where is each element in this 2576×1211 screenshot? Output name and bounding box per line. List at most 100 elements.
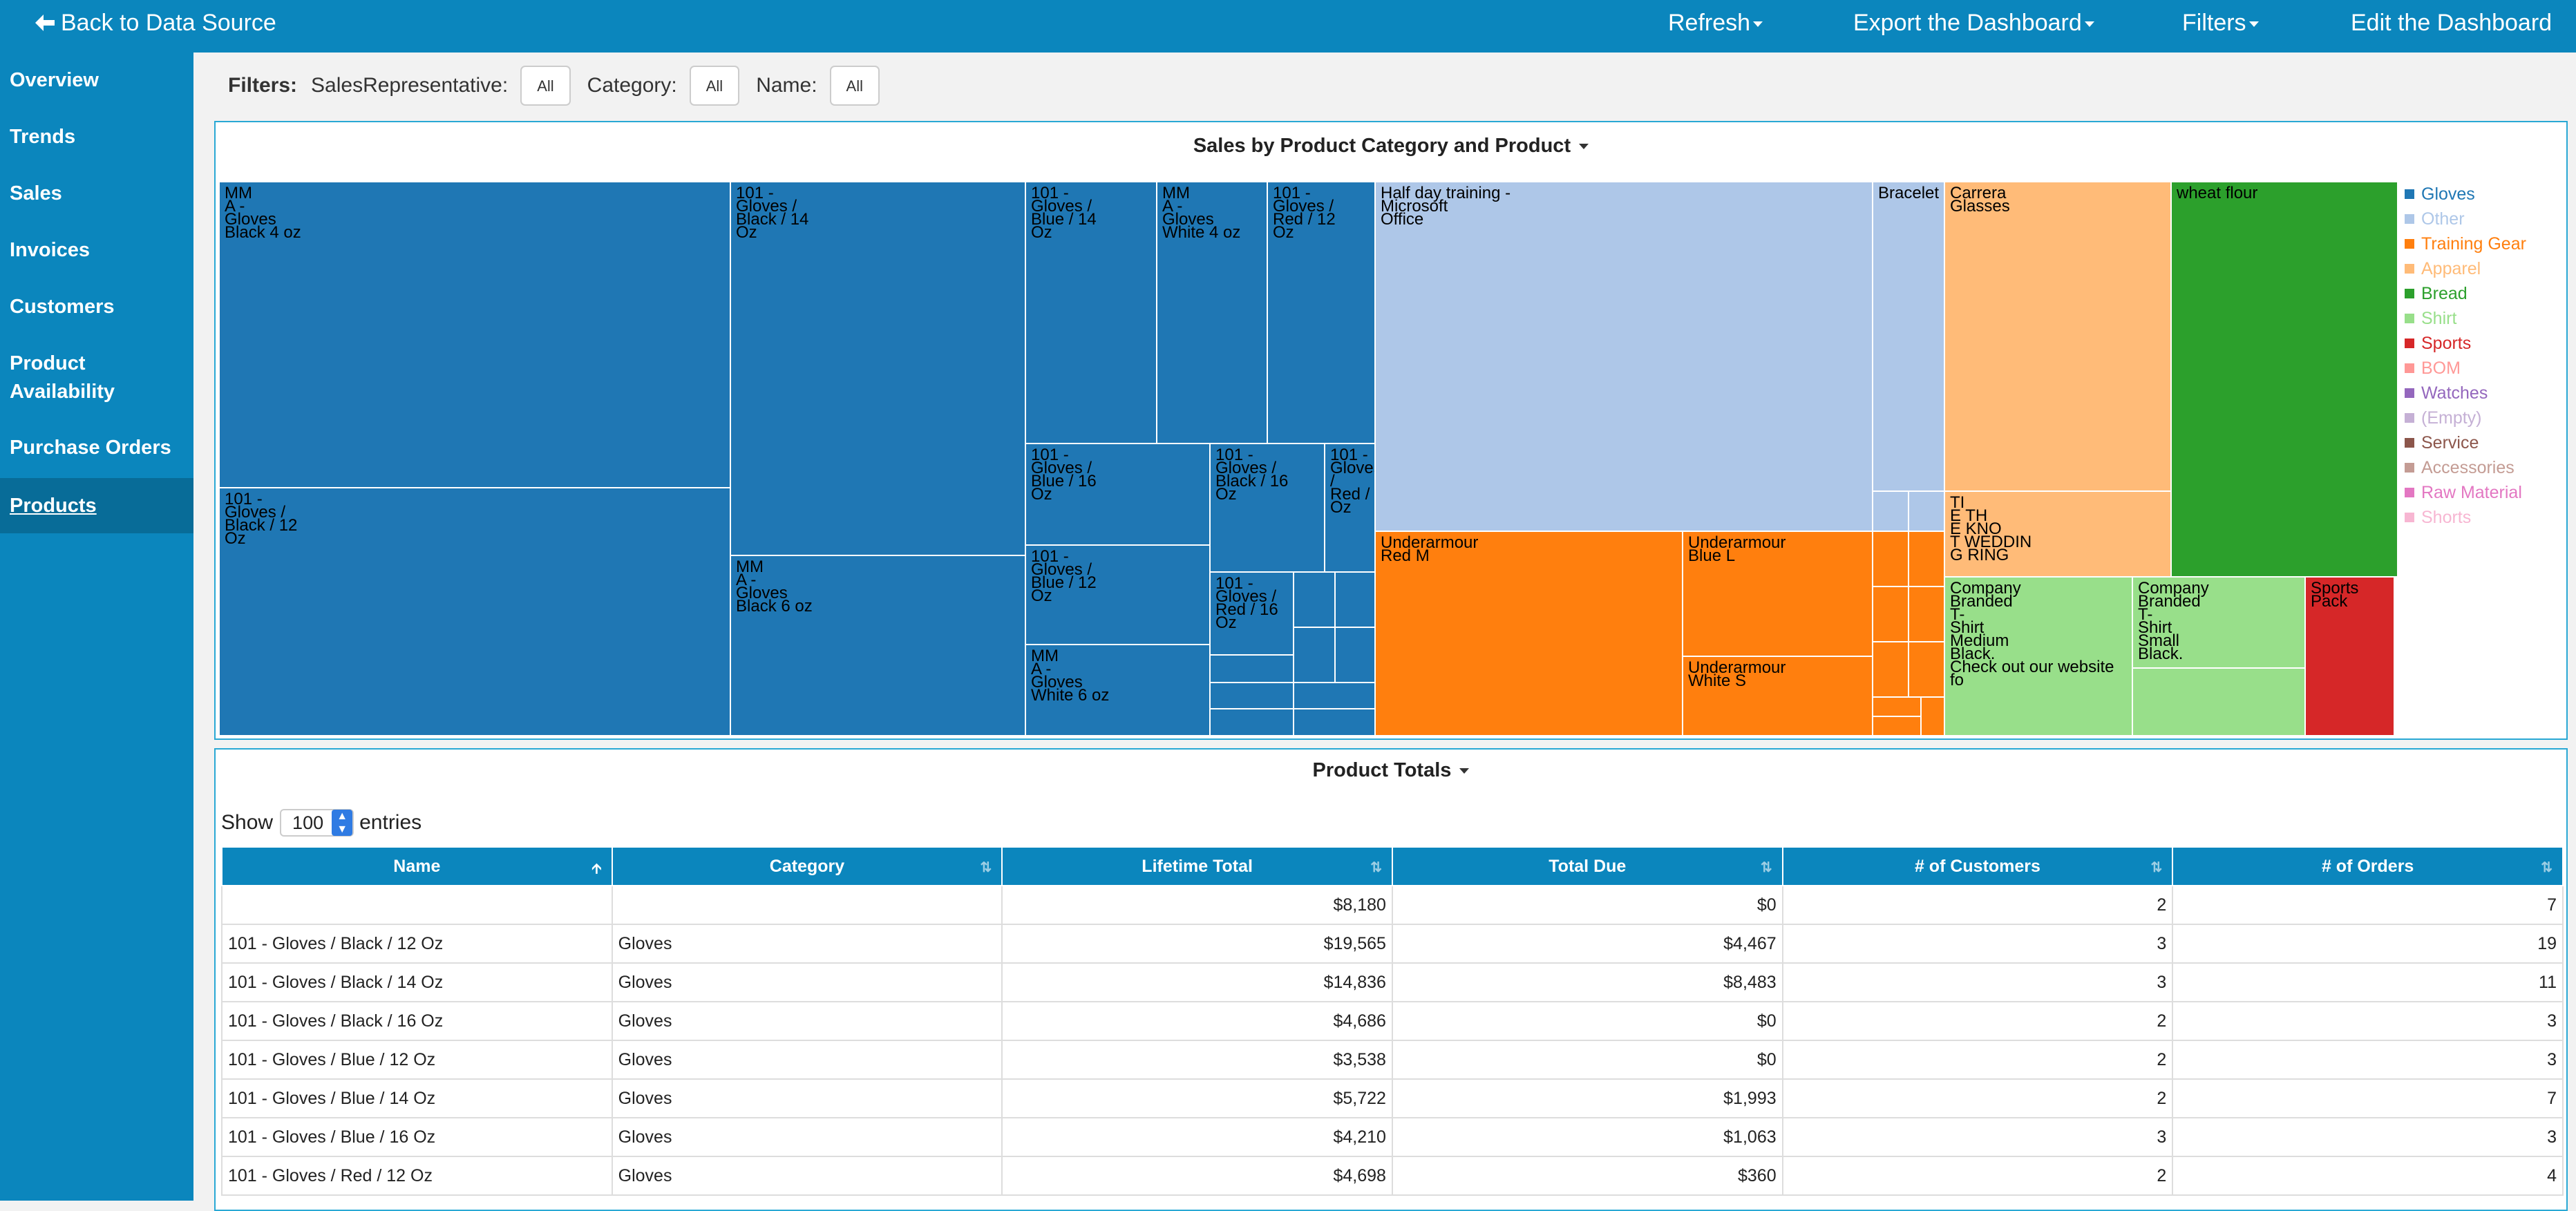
legend-item[interactable]: Gloves [2405, 182, 2526, 207]
treemap-cell[interactable]: Half day training - Microsoft Office [1375, 182, 1873, 531]
treemap-cell[interactable] [2132, 668, 2305, 736]
treemap-cell[interactable] [1873, 716, 1921, 736]
filter-name-button[interactable]: All [829, 66, 880, 106]
legend-item[interactable]: Bread [2405, 281, 2526, 306]
table-row[interactable]: 101 - Gloves / Blue / 16 Oz Gloves $4,210 $… [221, 1117, 2564, 1157]
table-row[interactable]: $8,180 $0 2 7 [221, 885, 2564, 925]
column-header-orders[interactable]: # of Orders ⇅ [2172, 846, 2564, 886]
column-header-total-due[interactable]: Total Due ⇅ [1391, 846, 1783, 886]
legend-item[interactable]: Apparel [2405, 256, 2526, 281]
legend-item[interactable]: Sports [2405, 331, 2526, 356]
treemap-cell[interactable]: MM A - Gloves Black 4 oz [219, 182, 730, 488]
treemap-cell[interactable]: Company Branded T- Shirt Small Black. [2132, 577, 2305, 668]
treemap-cell[interactable]: MM A - Gloves White 6 oz [1025, 645, 1210, 736]
treemap-cell[interactable] [1335, 627, 1375, 683]
legend-item[interactable]: BOM [2405, 356, 2526, 381]
sidebar-item-trends[interactable]: Trends [10, 126, 76, 148]
column-header-lifetime-total[interactable]: Lifetime Total ⇅ [1001, 846, 1393, 886]
treemap-cell[interactable] [1210, 709, 1294, 736]
sidebar-item-products[interactable]: Products [0, 478, 193, 533]
treemap-cell[interactable] [1909, 531, 1944, 587]
sidebar-item-purchase-orders[interactable]: Purchase Orders [10, 437, 171, 459]
treemap-cell[interactable]: Underarmour White S [1683, 656, 1873, 736]
treemap-cell[interactable] [1294, 627, 1335, 683]
legend-swatch [2405, 189, 2414, 199]
column-header-category[interactable]: Category ⇅ [611, 846, 1003, 886]
entries-select[interactable]: 100 ▲ ▼ [280, 809, 354, 837]
treemap-cell[interactable] [1909, 491, 1944, 531]
legend-item[interactable]: (Empty) [2405, 406, 2526, 430]
legend-item[interactable]: Raw Material [2405, 480, 2526, 505]
export-dashboard-menu[interactable]: Export the Dashboard [1853, 0, 2094, 53]
treemap-cell[interactable]: Sports Pack [2305, 577, 2394, 736]
legend-item[interactable]: Shorts [2405, 505, 2526, 530]
legend-item[interactable]: Watches [2405, 381, 2526, 406]
treemap-cell[interactable]: 101 - Gloves / Red / 12 Oz [1267, 182, 1375, 444]
treemap-cell[interactable]: 101 - Gloves / Black / 14 Oz [730, 182, 1025, 555]
legend-label: Watches [2421, 383, 2488, 403]
treemap-cell[interactable]: Underarmour Blue L [1683, 531, 1873, 656]
treemap-cell[interactable]: Underarmour Red M [1375, 531, 1683, 736]
treemap-cell[interactable]: TI E TH E KNO T WEDDIN G RING [1944, 491, 2171, 577]
sidebar-item-sales[interactable]: Sales [10, 182, 62, 204]
cell-total-due: $4,467 [1391, 924, 1783, 964]
treemap-cell[interactable] [1210, 655, 1294, 683]
treemap-cell[interactable]: wheat flour [2171, 182, 2398, 577]
treemap-cell[interactable] [1335, 572, 1375, 627]
table-row[interactable]: 101 - Gloves / Black / 14 Oz Gloves $14,83… [221, 962, 2564, 1002]
filters-menu[interactable]: Filters [2182, 0, 2259, 53]
treemap-cell[interactable] [1294, 709, 1375, 736]
sidebar-item-customers[interactable]: Customers [10, 296, 115, 318]
treemap-cell[interactable]: 101 - Gloves / Blue / 16 Oz [1025, 444, 1210, 545]
sidebar-item-overview[interactable]: Overview [10, 69, 99, 91]
treemap-cell[interactable] [1873, 587, 1909, 642]
treemap-cell[interactable] [1921, 697, 1944, 736]
filter-category-button[interactable]: All [689, 66, 740, 106]
table-row[interactable]: 101 - Gloves / Black / 16 Oz Gloves $4,686… [221, 1001, 2564, 1041]
treemap-cell[interactable]: Bracelet [1873, 182, 1944, 491]
treemap-cell[interactable]: MM A - Gloves Black 6 oz [730, 555, 1025, 736]
treemap-cell[interactable] [1873, 491, 1909, 531]
treemap-cell[interactable] [1873, 531, 1909, 587]
sidebar-item-invoices[interactable]: Invoices [10, 239, 91, 261]
treemap-cell[interactable] [1873, 642, 1909, 697]
legend-item[interactable]: Accessories [2405, 455, 2526, 480]
product-totals-title[interactable]: Product Totals [216, 759, 2566, 782]
legend-item[interactable]: Shirt [2405, 306, 2526, 331]
filter-sales-rep-button[interactable]: All [520, 66, 571, 106]
sidebar-item-product-availability[interactable]: Product Availability [10, 352, 115, 403]
legend-item[interactable]: Other [2405, 207, 2526, 231]
treemap-cell[interactable]: 101 - Gloves / Black / 12 Oz [219, 488, 730, 736]
table-row[interactable]: 101 - Gloves / Black / 12 Oz Gloves $19,56… [221, 924, 2564, 964]
treemap-cell[interactable]: 101 - Gloves / Blue / 12 Oz [1025, 545, 1210, 645]
cell-customers: 3 [1781, 1117, 2174, 1157]
column-header-customers[interactable]: # of Customers ⇅ [1781, 846, 2174, 886]
treemap-cell[interactable] [1210, 683, 1294, 709]
refresh-menu[interactable]: Refresh [1668, 0, 1763, 53]
table-row[interactable]: 101 - Gloves / Blue / 14 Oz Gloves $5,722 $… [221, 1078, 2564, 1118]
treemap-cell[interactable] [1294, 683, 1375, 709]
treemap-cell[interactable]: Company Branded T- Shirt Medium Black. C… [1944, 577, 2132, 736]
treemap-cell[interactable] [1873, 697, 1921, 716]
edit-dashboard-button[interactable]: Edit the Dashboard [2351, 0, 2552, 53]
treemap-cell[interactable] [1909, 587, 1944, 642]
treemap-cell[interactable] [1294, 572, 1335, 627]
treemap-cell[interactable]: 101 - Gloves / Blue / 14 Oz [1025, 182, 1157, 444]
legend-item[interactable]: Training Gear [2405, 231, 2526, 256]
treemap-cell[interactable]: 101 - Gloves / Black / 16 Oz [1210, 444, 1325, 572]
cell-orders: 3 [2172, 1117, 2564, 1157]
legend-item[interactable]: Service [2405, 430, 2526, 455]
treemap-cell[interactable]: Carrera Glasses [1944, 182, 2171, 491]
table-row[interactable]: 101 - Gloves / Blue / 12 Oz Gloves $3,538 $… [221, 1040, 2564, 1080]
cell-category: Gloves [611, 962, 1003, 1002]
cell-category: Gloves [611, 1040, 1003, 1080]
treemap-cell[interactable]: MM A - Gloves White 4 oz [1157, 182, 1267, 444]
treemap-title[interactable]: Sales by Product Category and Product [216, 135, 2566, 158]
treemap-cell[interactable]: 101 - Gloves / Red / Oz [1325, 444, 1375, 572]
column-header-name[interactable]: Name 🡩 [221, 846, 613, 886]
cell-category: Gloves [611, 1117, 1003, 1157]
back-to-data-source-link[interactable]: Back to Data Source [35, 0, 276, 53]
table-row[interactable]: 101 - Gloves / Red / 12 Oz Gloves $4,698 $3… [221, 1156, 2564, 1196]
treemap-cell[interactable]: 101 - Gloves / Red / 16 Oz [1210, 572, 1294, 655]
treemap-cell[interactable] [1909, 642, 1944, 697]
